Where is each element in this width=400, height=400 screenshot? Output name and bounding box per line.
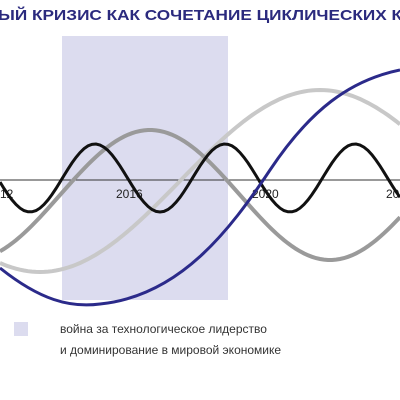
legend-text: война за технологическое лидерство [60, 322, 267, 336]
legend-text: и доминирование в мировой экономике [60, 343, 281, 357]
cycle-curve [0, 87, 400, 275]
x-tick-label: 2020 [252, 187, 279, 201]
cycle-curve [0, 68, 400, 307]
cycle-curve [0, 128, 400, 262]
title: ЫЙ КРИЗИС КАК СОЧЕТАНИЕ ЦИКЛИЧЕСКИХ К [0, 6, 400, 24]
cycle-curve [0, 142, 400, 214]
legend-swatch [14, 322, 28, 336]
